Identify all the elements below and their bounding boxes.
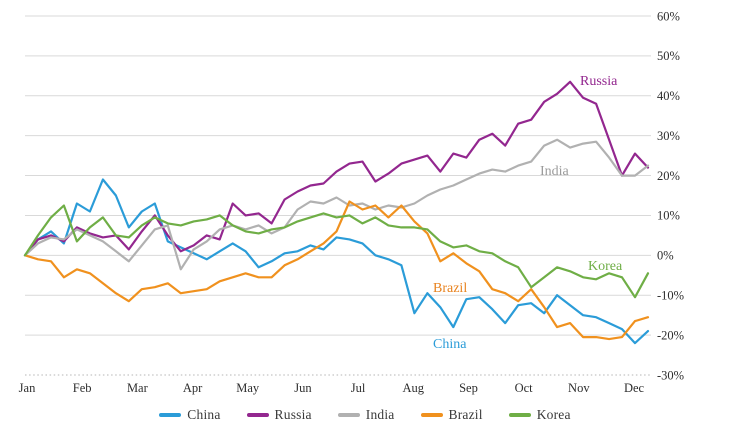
x-tick-label-mar: Mar — [127, 381, 149, 395]
series-line-brazil — [23, 200, 650, 341]
legend-item-china: China — [159, 407, 220, 423]
y-tick-label: 10% — [657, 209, 680, 223]
legend-label-china: China — [187, 407, 221, 422]
x-tick-label-nov: Nov — [568, 381, 590, 395]
legend-item-brazil: Brazil — [420, 407, 483, 423]
x-tick-label-aug: Aug — [403, 381, 425, 395]
legend-marker-korea — [508, 413, 531, 417]
series-line-korea — [23, 204, 650, 299]
x-tick-label-oct: Oct — [515, 381, 534, 395]
legend-marker-india — [337, 413, 360, 417]
y-tick-label: 60% — [657, 9, 680, 23]
y-tick-label: 40% — [657, 89, 680, 103]
legend-item-korea: Korea — [508, 407, 571, 423]
series-label-russia: Russia — [580, 74, 618, 89]
x-tick-label-sep: Sep — [459, 381, 478, 395]
legend-marker-russia — [246, 413, 269, 417]
series-line-india — [23, 138, 650, 271]
legend-label-india: India — [365, 407, 395, 422]
line-chart-plot: 60% 50% 40% 30% 20% 10% 0% -10% -20% -30% Jan Feb Ma… — [19, 9, 684, 395]
x-tick-label-jun: Jun — [294, 381, 312, 395]
legend-item-russia: Russia — [246, 407, 312, 423]
legend-marker-brazil — [420, 413, 443, 417]
series-label-india: India — [540, 164, 570, 179]
x-tick-label-jul: Jul — [351, 381, 366, 395]
x-tick-label-dec: Dec — [624, 381, 645, 395]
series-label-china: China — [433, 337, 467, 352]
x-tick-label-may: May — [236, 381, 260, 395]
series-label-korea: Korea — [588, 259, 623, 274]
y-tick-label: 0% — [657, 249, 674, 263]
y-tick-label: -30% — [657, 368, 684, 382]
y-tick-label: -10% — [657, 289, 684, 303]
x-tick-label-feb: Feb — [73, 381, 92, 395]
series-label-brazil: Brazil — [433, 281, 467, 296]
legend-label-brazil: Brazil — [448, 407, 483, 422]
y-tick-label: 20% — [657, 169, 680, 183]
y-tick-label: 30% — [657, 129, 680, 143]
legend-item-india: India — [337, 407, 395, 423]
legend: China Russia India Brazil Korea — [0, 401, 730, 429]
legend-marker-china — [159, 413, 182, 417]
x-tick-label-jan: Jan — [19, 381, 36, 395]
series-line-russia — [23, 80, 650, 257]
legend-label-korea: Korea — [536, 407, 571, 422]
series-line-china — [23, 178, 650, 345]
x-tick-label-apr: Apr — [183, 381, 203, 395]
legend-label-russia: Russia — [274, 407, 312, 422]
y-tick-label: 50% — [657, 49, 680, 63]
y-tick-label: -20% — [657, 328, 684, 342]
